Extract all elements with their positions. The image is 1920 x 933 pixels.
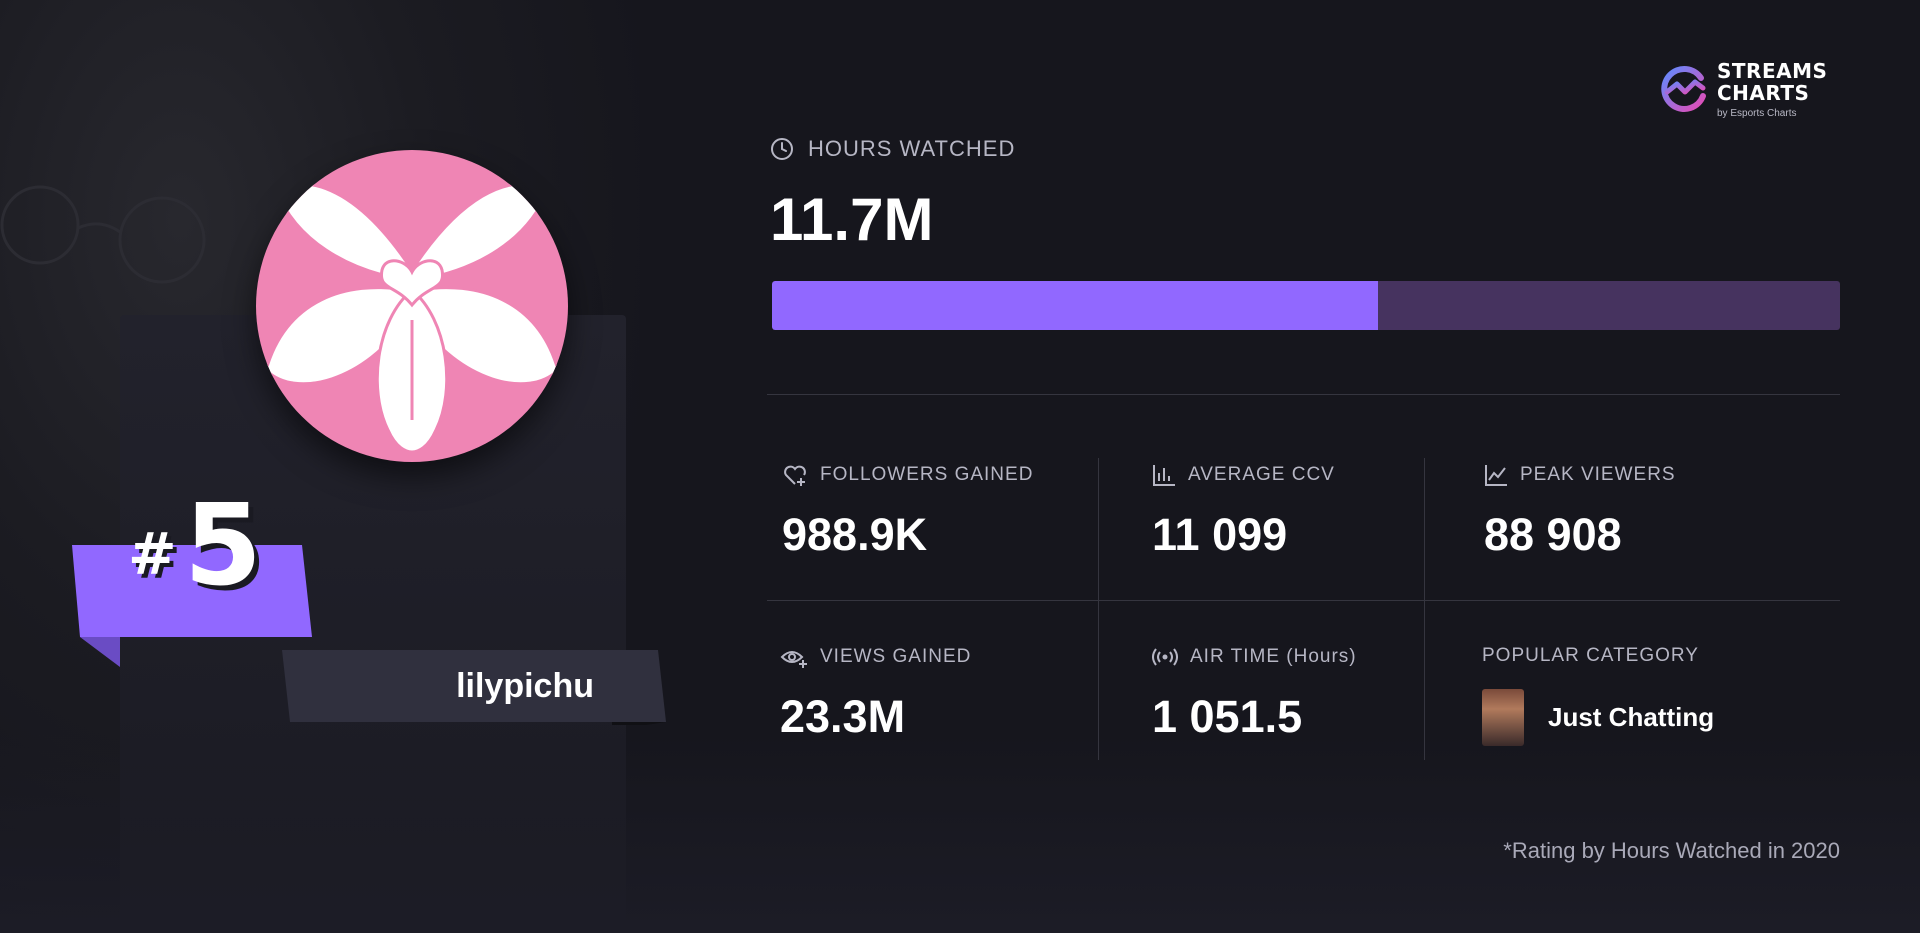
streamer-name: lilypichu [456,666,594,705]
avg-ccv-label: AVERAGE CCV [1188,464,1335,485]
logo-subtitle: by Esports Charts [1717,108,1797,119]
eye-plus-icon [780,645,808,669]
clock-icon [770,137,794,161]
divider-top [767,394,1840,395]
category-name: Just Chatting [1548,702,1715,732]
orchid-flower-icon [264,182,560,454]
views-label: VIEWS GAINED [820,646,972,667]
hours-progress-track [772,281,1840,330]
stat-average-ccv: AVERAGE CCV 11 099 [1152,463,1335,561]
line-chart-icon [1484,463,1508,487]
hours-label-text: HOURS WATCHED [808,136,1016,161]
hours-watched-label: HOURS WATCHED [770,136,1015,162]
rank-hash: # [128,520,177,588]
followers-value: 988.9K [782,509,928,560]
divider-middle [767,600,1840,601]
stat-air-time: AIR TIME (Hours) 1 051.5 [1152,645,1357,743]
streamer-avatar [256,150,568,462]
peak-value: 88 908 [1484,509,1622,560]
background-glasses [0,185,206,284]
broadcast-icon [1152,645,1178,669]
logo-line2: CHARTS [1717,81,1810,105]
airtime-value: 1 051.5 [1152,691,1303,742]
divider-col1 [1098,458,1099,760]
stat-followers-gained: FOLLOWERS GAINED 988.9K [782,463,1033,561]
avg-ccv-value: 11 099 [1152,509,1288,560]
divider-col2 [1424,458,1425,760]
background-gradient [0,733,1920,933]
heart-plus-icon [782,463,808,487]
logo-mark-icon [1661,66,1706,112]
hours-progress-fill [772,281,1378,330]
name-plate [282,650,666,725]
stat-peak-viewers: PEAK VIEWERS 88 908 [1484,463,1676,561]
rank-ribbon [72,545,312,667]
logo-line1: STREAMS [1717,59,1828,83]
hours-watched-value: 11.7M [770,186,934,253]
stat-popular-category: POPULAR CATEGORY Just Chatting [1482,645,1714,746]
footnote: *Rating by Hours Watched in 2020 [1503,838,1840,863]
followers-label: FOLLOWERS GAINED [820,464,1034,485]
views-value: 23.3M [780,691,906,742]
streams-charts-logo: STREAMS CHARTS by Esports Charts [1657,60,1827,119]
peak-label: PEAK VIEWERS [1520,464,1676,485]
category-thumbnail [1482,689,1524,746]
chart-bars-icon [1152,463,1176,487]
category-label: POPULAR CATEGORY [1482,645,1699,666]
rank-number: 5 [184,481,262,611]
airtime-label: AIR TIME (Hours) [1190,646,1357,667]
stat-views-gained: VIEWS GAINED 23.3M [780,645,971,743]
